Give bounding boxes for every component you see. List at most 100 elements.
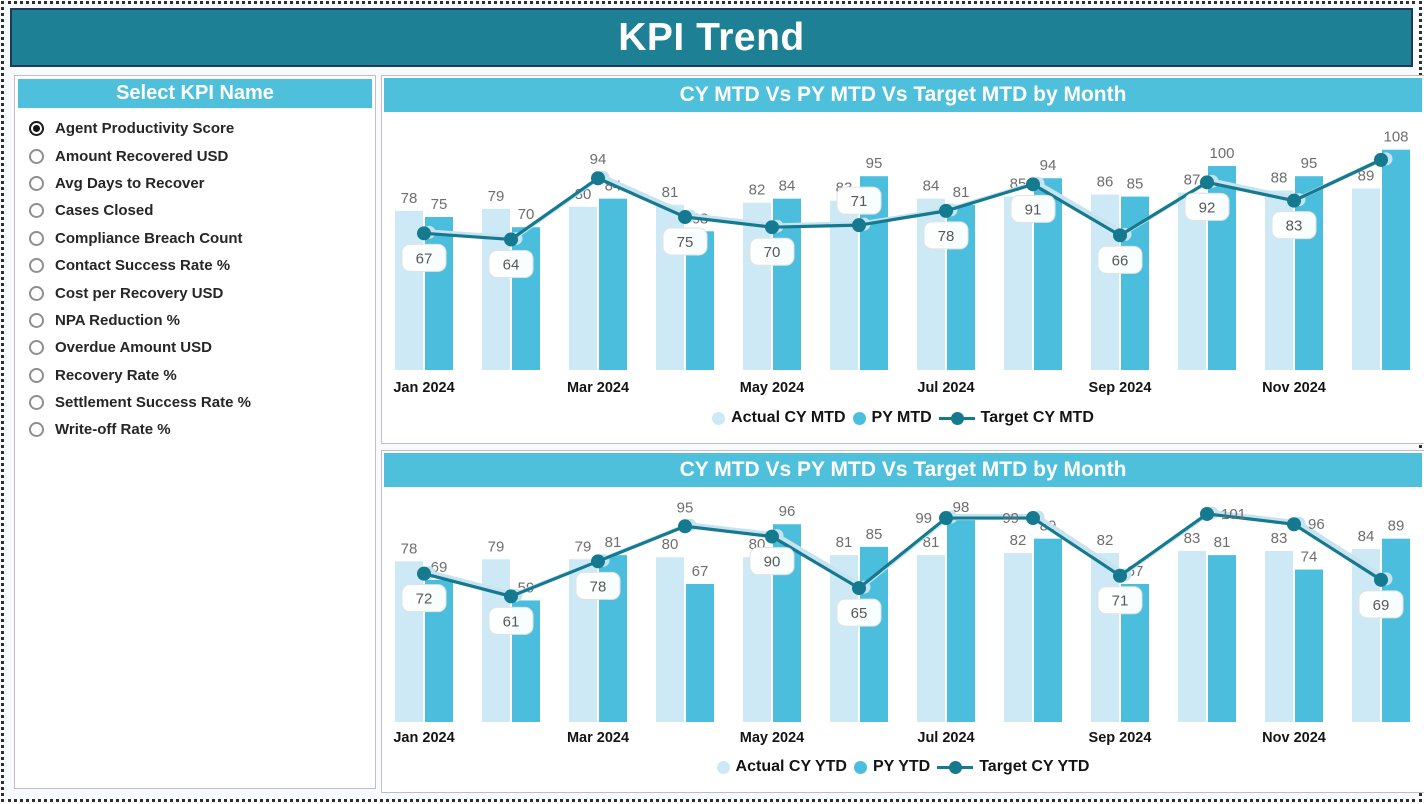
bar-py-ytd-nov-2024[interactable]: [1295, 569, 1323, 722]
point-target-cy-ytd-nov-2024[interactable]: [1287, 517, 1301, 532]
kpi-option-npa-reduction[interactable]: NPA Reduction %: [29, 307, 375, 334]
bar-actual-cy-ytd-apr-2024[interactable]: [656, 557, 684, 722]
bar-py-mtd-nov-2024[interactable]: [1295, 176, 1323, 370]
bar-py-ytd-dec-2024[interactable]: [1382, 538, 1410, 722]
bar-py-ytd-apr-2024[interactable]: [686, 583, 714, 722]
bar-label: 83: [1184, 530, 1201, 547]
bar-py-ytd-jun-2024[interactable]: [860, 546, 888, 722]
point-target-cy-ytd-aug-2024[interactable]: [1026, 511, 1040, 526]
radio-selected-icon[interactable]: [29, 121, 44, 137]
bar-label: 75: [431, 196, 448, 213]
bar-actual-cy-mtd-aug-2024[interactable]: [1004, 196, 1032, 370]
bar-label: 98: [953, 499, 970, 516]
bar-actual-cy-mtd-oct-2024[interactable]: [1178, 192, 1206, 370]
kpi-option-settlement-success-rate[interactable]: Settlement Success Rate %: [29, 389, 375, 416]
bar-actual-cy-ytd-feb-2024[interactable]: [482, 559, 510, 722]
bar-label: 108: [1383, 129, 1408, 146]
point-target-cy-mtd-may-2024[interactable]: [765, 220, 779, 235]
kpi-option-avg-days-to-recover[interactable]: Avg Days to Recover: [29, 170, 375, 197]
bar-actual-cy-ytd-jul-2024[interactable]: [917, 555, 945, 722]
point-target-cy-ytd-jul-2024[interactable]: [939, 511, 953, 526]
kpi-option-overdue-amount-usd[interactable]: Overdue Amount USD: [29, 334, 375, 361]
point-target-cy-mtd-jul-2024[interactable]: [939, 203, 953, 218]
radio-icon[interactable]: [29, 367, 44, 383]
x-axis-label: Nov 2024: [1262, 380, 1326, 396]
kpi-option-cases-closed[interactable]: Cases Closed: [29, 197, 375, 224]
point-target-cy-ytd-may-2024[interactable]: [765, 529, 779, 544]
legend-item-actual-cy-mtd[interactable]: Actual CY MTD: [712, 409, 846, 427]
radio-icon[interactable]: [29, 175, 44, 191]
radio-icon[interactable]: [29, 230, 44, 246]
radio-icon[interactable]: [29, 422, 44, 438]
point-target-cy-mtd-feb-2024[interactable]: [504, 232, 518, 247]
kpi-option-label: Write-off Rate %: [55, 421, 171, 439]
bar-py-mtd-feb-2024[interactable]: [512, 227, 540, 370]
bar-actual-cy-mtd-mar-2024[interactable]: [569, 206, 597, 370]
point-target-cy-mtd-dec-2024[interactable]: [1374, 152, 1388, 167]
bar-label: 81: [836, 534, 853, 551]
bar-py-mtd-dec-2024[interactable]: [1382, 149, 1410, 370]
point-target-cy-ytd-sep-2024[interactable]: [1113, 568, 1127, 583]
point-target-cy-mtd-mar-2024[interactable]: [591, 171, 605, 186]
kpi-option-label: Cost per Recovery USD: [55, 284, 224, 302]
point-target-cy-ytd-dec-2024[interactable]: [1374, 572, 1388, 587]
point-target-cy-ytd-oct-2024[interactable]: [1200, 506, 1214, 521]
point-target-cy-mtd-oct-2024[interactable]: [1200, 175, 1214, 190]
kpi-option-recovery-rate[interactable]: Recovery Rate %: [29, 362, 375, 389]
radio-icon[interactable]: [29, 312, 44, 328]
bar-actual-cy-ytd-oct-2024[interactable]: [1178, 551, 1206, 722]
bar-label: 70: [518, 206, 535, 223]
target-label-box: [1010, 194, 1056, 223]
legend-item-target-cy-mtd[interactable]: Target CY MTD: [938, 409, 1094, 427]
point-target-cy-ytd-jun-2024[interactable]: [852, 581, 866, 596]
radio-icon[interactable]: [29, 395, 44, 411]
legend-item-target-cy-ytd[interactable]: Target CY YTD: [937, 758, 1089, 776]
legend-item-actual-cy-ytd[interactable]: Actual CY YTD: [716, 758, 847, 776]
kpi-option-agent-productivity-score[interactable]: Agent Productivity Score: [29, 115, 375, 142]
bar-label: 96: [779, 503, 796, 520]
radio-icon[interactable]: [29, 258, 44, 274]
kpi-option-compliance-breach-count[interactable]: Compliance Breach Count: [29, 225, 375, 252]
kpi-option-label: Avg Days to Recover: [55, 174, 205, 192]
point-target-cy-mtd-sep-2024[interactable]: [1113, 228, 1127, 243]
target-label: 90: [764, 554, 781, 571]
bar-py-ytd-oct-2024[interactable]: [1208, 555, 1236, 722]
bar-py-mtd-jan-2024[interactable]: [425, 217, 453, 370]
point-target-cy-ytd-jan-2024[interactable]: [417, 566, 431, 581]
legend-item-py-ytd[interactable]: PY YTD: [853, 758, 930, 776]
bar-label: 81: [605, 534, 622, 551]
legend-item-py-mtd[interactable]: PY MTD: [852, 409, 932, 427]
point-target-cy-mtd-nov-2024[interactable]: [1287, 193, 1301, 208]
bar-actual-cy-mtd-dec-2024[interactable]: [1352, 188, 1380, 370]
bar-actual-cy-ytd-sep-2024[interactable]: [1091, 553, 1119, 722]
radio-icon[interactable]: [29, 285, 44, 301]
kpi-option-label: Cases Closed: [55, 202, 154, 220]
target-label: 75: [677, 234, 694, 251]
kpi-option-write-off-rate[interactable]: Write-off Rate %: [29, 416, 375, 443]
bar-label: 78: [401, 190, 418, 207]
bar-actual-cy-ytd-aug-2024[interactable]: [1004, 553, 1032, 722]
point-target-cy-mtd-apr-2024[interactable]: [678, 210, 692, 224]
mtd-combo-chart: 7875797080848168828483958481859486858710…: [393, 129, 1410, 396]
bar-py-ytd-jul-2024[interactable]: [947, 520, 975, 722]
radio-icon[interactable]: [29, 203, 44, 219]
kpi-option-amount-recovered-usd[interactable]: Amount Recovered USD: [29, 142, 375, 169]
mtd-chart-panel: CY MTD Vs PY MTD Vs Target MTD by Month …: [381, 75, 1424, 444]
radio-icon[interactable]: [29, 148, 44, 164]
bar-label: 84: [779, 178, 796, 195]
bar-actual-cy-ytd-may-2024[interactable]: [743, 557, 771, 722]
point-target-cy-mtd-jan-2024[interactable]: [417, 226, 431, 241]
point-target-cy-ytd-apr-2024[interactable]: [678, 519, 692, 534]
bar-actual-cy-mtd-feb-2024[interactable]: [482, 208, 510, 370]
point-target-cy-mtd-aug-2024[interactable]: [1026, 177, 1040, 192]
kpi-option-cost-per-recovery-usd[interactable]: Cost per Recovery USD: [29, 279, 375, 306]
point-target-cy-ytd-mar-2024[interactable]: [591, 554, 605, 569]
bar-actual-cy-ytd-nov-2024[interactable]: [1265, 551, 1293, 722]
bar-py-ytd-aug-2024[interactable]: [1034, 538, 1062, 722]
point-target-cy-ytd-feb-2024[interactable]: [504, 589, 518, 604]
radio-icon[interactable]: [29, 340, 44, 356]
bar-py-mtd-mar-2024[interactable]: [599, 198, 627, 370]
kpi-option-contact-success-rate[interactable]: Contact Success Rate %: [29, 252, 375, 279]
target-label-box: [1358, 590, 1404, 619]
point-target-cy-mtd-jun-2024[interactable]: [852, 218, 866, 233]
